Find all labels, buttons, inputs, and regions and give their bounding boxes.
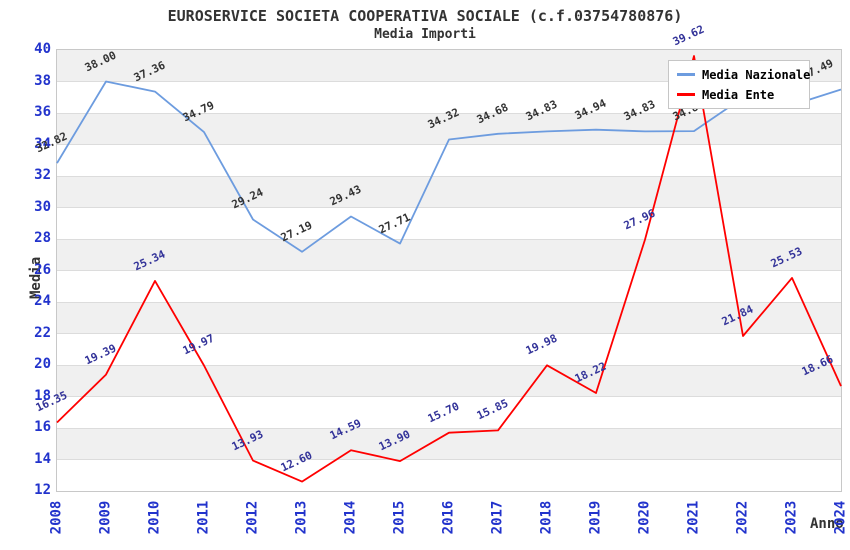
x-tick-label: 2022 — [734, 500, 751, 535]
y-tick-label: 18 — [34, 387, 51, 404]
x-tick-label: 2008 — [48, 500, 65, 535]
y-tick-label: 28 — [34, 230, 51, 246]
gridline — [57, 333, 841, 334]
y-tick-label: 34 — [34, 135, 51, 152]
gridline — [57, 175, 841, 177]
y-tick-label: 38 — [34, 72, 51, 89]
legend: Media Nazionale Media Ente — [668, 60, 810, 109]
x-tick-label: 2015 — [391, 500, 408, 535]
y-tick-label: 16 — [34, 419, 51, 435]
y-tick-label: 30 — [34, 198, 51, 215]
y-tick-label: 32 — [34, 167, 51, 183]
chart-subtitle: Media Importi — [374, 27, 476, 42]
series-line-media-nazionale — [56, 80, 842, 253]
x-tick-label: 2011 — [195, 500, 212, 535]
y-tick-label: 22 — [34, 324, 51, 341]
gridline — [57, 144, 841, 145]
x-axis-title: Anno — [810, 516, 844, 532]
x-tick-label: 2014 — [342, 500, 359, 535]
legend-label-nazionale: Media Nazionale — [702, 67, 811, 82]
plot-band — [57, 365, 841, 397]
chart-plot-area — [56, 49, 842, 492]
gridline — [57, 238, 841, 240]
x-tick-label: 2023 — [783, 500, 800, 535]
gridline — [57, 81, 841, 82]
x-tick-label: 2019 — [587, 500, 604, 535]
x-tick-label: 2010 — [146, 500, 163, 535]
x-tick-label: 2020 — [636, 500, 653, 535]
x-tick-label: 2017 — [489, 500, 506, 535]
gridline — [57, 270, 841, 271]
x-tick-label: 2021 — [685, 500, 702, 535]
gridline — [57, 459, 841, 460]
x-tick-label: 2012 — [244, 500, 261, 535]
x-tick-label: 2013 — [293, 500, 310, 535]
plot-band — [57, 176, 841, 208]
gridline — [57, 207, 841, 208]
legend-item-media-nazionale: Media Nazionale — [677, 66, 811, 83]
gridline — [57, 396, 841, 397]
series-line-media-ente — [56, 55, 842, 483]
legend-item-media-ente: Media Ente — [677, 86, 809, 103]
gridline — [57, 112, 841, 114]
gridline — [57, 427, 841, 429]
y-tick-label: 24 — [34, 293, 51, 309]
y-tick-label: 26 — [34, 261, 51, 278]
y-tick-label: 14 — [34, 450, 51, 467]
y-tick-label: 20 — [34, 356, 51, 372]
legend-line-swatch-ente — [677, 93, 695, 96]
plot-band — [57, 239, 841, 271]
x-tick-label: 2016 — [440, 500, 457, 535]
series-lines — [56, 55, 842, 483]
legend-label-ente: Media Ente — [702, 87, 775, 102]
gridline — [57, 301, 841, 303]
y-tick-label: 40 — [34, 41, 51, 57]
x-tick-label: 2009 — [97, 500, 114, 535]
gridline — [57, 364, 841, 366]
y-tick-label: 36 — [34, 104, 51, 120]
legend-line-swatch-nazionale — [677, 73, 695, 76]
chart-title: EUROSERVICE SOCIETA COOPERATIVA SOCIALE … — [167, 7, 683, 25]
y-tick-label: 12 — [34, 482, 51, 498]
x-tick-label: 2024 — [832, 500, 849, 535]
x-tick-label: 2018 — [538, 500, 555, 535]
plot-band — [57, 302, 841, 334]
